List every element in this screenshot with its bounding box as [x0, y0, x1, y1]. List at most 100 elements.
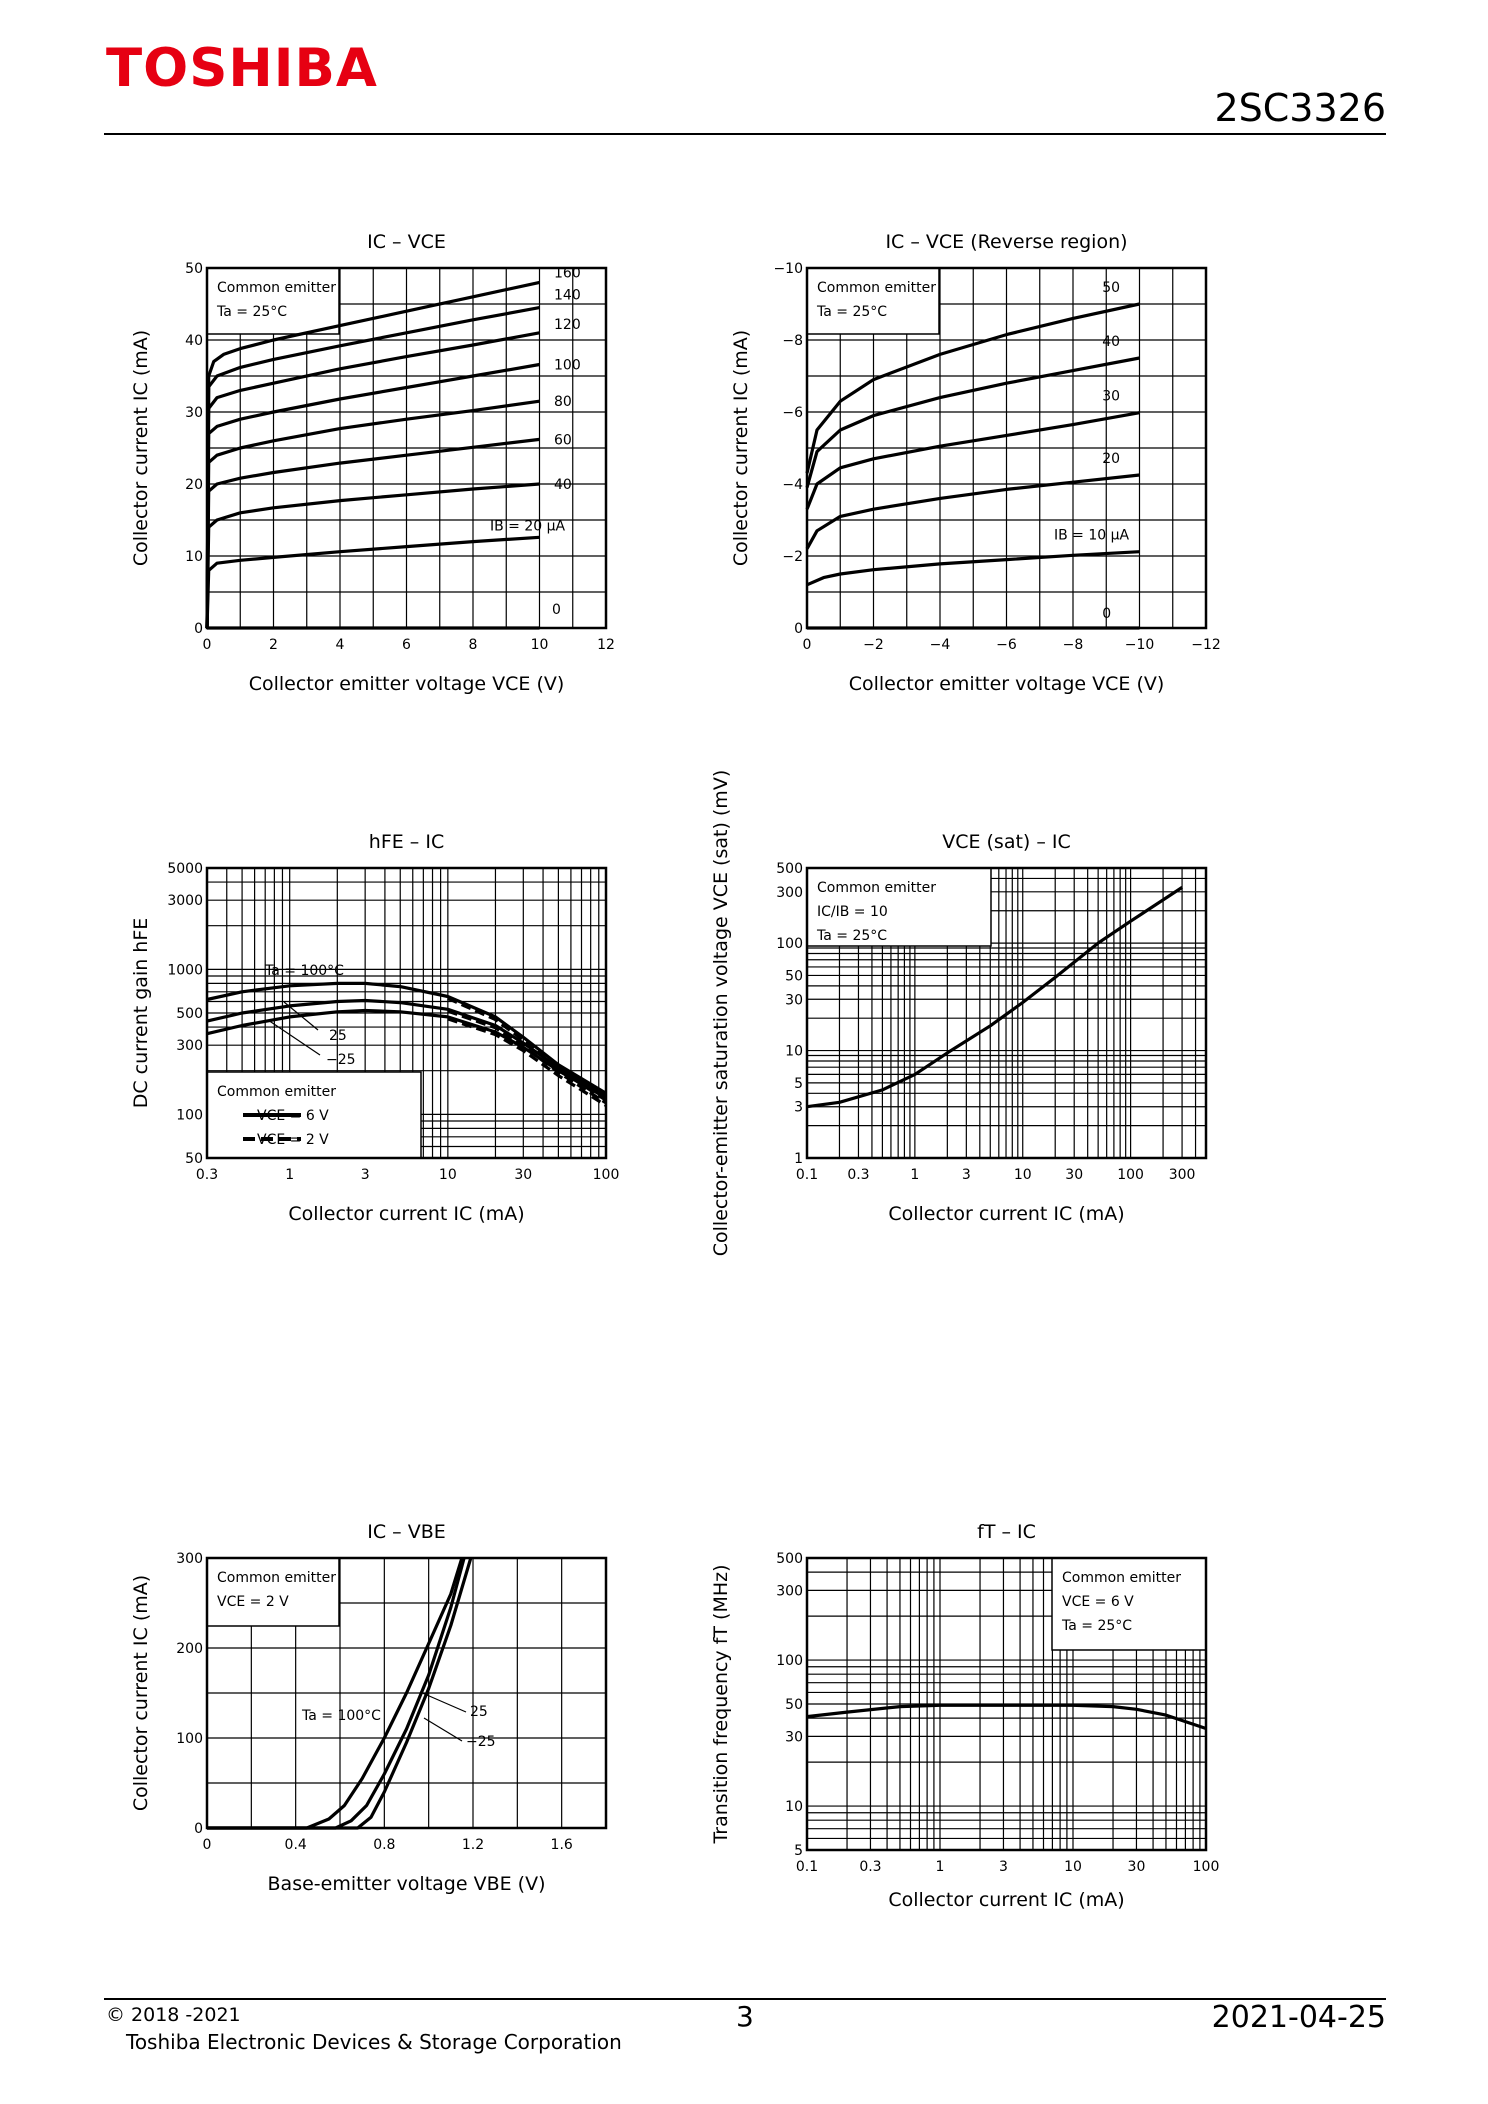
y-axis-label: Transition frequency fT (MHz)	[710, 1564, 732, 1844]
legend-box	[206, 1557, 340, 1627]
x-tick-label: 1.6	[551, 1837, 573, 1853]
x-tick-label: 30	[1128, 1859, 1146, 1875]
series-line	[806, 550, 1140, 587]
plot-frame	[205, 866, 608, 1160]
x-tick-label: 1	[910, 1167, 919, 1183]
leader-line	[283, 1001, 319, 1031]
chart-title: IC – VCE (Reverse region)	[885, 231, 1127, 253]
y-tick-label: 500	[176, 1006, 203, 1022]
y-tick-label: 0	[194, 621, 203, 637]
copyright: © 2018 -2021	[106, 2004, 241, 2026]
y-tick-label: 30	[185, 405, 203, 421]
y-tick-label: 500	[776, 861, 803, 877]
legend-box	[806, 267, 940, 335]
y-tick-label: 50	[185, 1151, 203, 1167]
x-tick-label: 1	[285, 1167, 294, 1183]
y-tick-label: 10	[185, 549, 203, 565]
x-tick-label: 3	[962, 1167, 971, 1183]
x-tick-label: 10	[1014, 1167, 1032, 1183]
legend-box	[206, 1071, 422, 1159]
x-tick-label: 0.3	[847, 1167, 869, 1183]
series-line	[447, 1017, 607, 1107]
x-axis-label: Collector current IC (mA)	[288, 1203, 524, 1225]
x-tick-label: 0.4	[285, 1837, 307, 1853]
y-tick-label: 3	[794, 1100, 803, 1116]
curve-label: 20	[1102, 451, 1120, 467]
curve-label: 40	[554, 477, 572, 493]
legend-entry: Ta = 25°C	[216, 304, 287, 320]
y-tick-label: 100	[176, 1107, 203, 1123]
series-line	[205, 280, 540, 629]
x-axis-label: Collector current IC (mA)	[888, 1203, 1124, 1225]
legend-entry: Common emitter	[217, 1570, 336, 1586]
x-tick-label: 6	[402, 637, 411, 653]
x-tick-label: 1	[936, 1859, 945, 1875]
curve-label: 120	[554, 317, 581, 333]
x-tick-label: 8	[469, 637, 478, 653]
x-tick-label: 0.8	[373, 1837, 395, 1853]
x-tick-label: 3	[361, 1167, 370, 1183]
series-line	[205, 306, 540, 629]
curve-label: Ta = 100°C	[301, 1708, 381, 1724]
y-tick-label: 40	[185, 333, 203, 349]
series-line	[805, 473, 1140, 550]
y-tick-label: 5	[794, 1843, 803, 1859]
curve-label: 0	[1102, 606, 1111, 622]
x-tick-label: −8	[1063, 637, 1084, 653]
series-line	[205, 331, 540, 629]
y-tick-label: 100	[776, 1653, 803, 1669]
series-line	[806, 1703, 1207, 1731]
legend-entry: Common emitter	[1062, 1570, 1181, 1586]
x-tick-label: 30	[1065, 1167, 1083, 1183]
x-tick-label: 100	[593, 1167, 620, 1183]
company-name: Toshiba Electronic Devices & Storage Cor…	[126, 2030, 622, 2054]
x-tick-label: 30	[514, 1167, 532, 1183]
legend-box	[206, 267, 340, 335]
chart-ft_ic: Common emitter VCE = 6 V Ta = 25°C 0.1 0.3 1 3…	[710, 1521, 1219, 1911]
y-tick-label: 20	[185, 477, 203, 493]
x-tick-label: 300	[1169, 1167, 1196, 1183]
y-tick-label: 3000	[167, 893, 203, 909]
toshiba-logo: TOSHIBA	[106, 38, 378, 99]
legend-entry: Common emitter	[217, 1084, 336, 1100]
y-tick-label: 300	[776, 885, 803, 901]
y-axis-label: Collector current IC (mA)	[130, 330, 152, 566]
chart-ic_vbe: Common emitter VCE = 2 V 0 0.4 0.8 1.2 1.6 0 100…	[130, 1521, 608, 1895]
curve-label: 160	[554, 265, 581, 281]
y-axis-label: Collector current IC (mA)	[130, 1575, 152, 1811]
plot-frame	[805, 1556, 1208, 1852]
curve-label: 60	[554, 432, 572, 448]
x-tick-label: −2	[863, 637, 884, 653]
y-tick-label: 500	[776, 1551, 803, 1567]
curve-label: 50	[1102, 280, 1120, 296]
x-tick-label: 10	[439, 1167, 457, 1183]
legend-entry: VCE = 2 V	[257, 1132, 329, 1148]
y-axis-label: Collector-emitter saturation voltage VCE…	[710, 770, 732, 1256]
y-axis-label: Collector current IC (mA)	[730, 330, 752, 566]
x-tick-label: −10	[1125, 637, 1155, 653]
y-tick-label: 5000	[167, 861, 203, 877]
series-line	[205, 535, 540, 629]
x-tick-label: 0.3	[196, 1167, 218, 1183]
chart-title: hFE – IC	[369, 831, 444, 853]
chart-title: fT – IC	[977, 1521, 1036, 1543]
x-tick-label: −6	[996, 637, 1017, 653]
series-line	[206, 981, 607, 1095]
series-line	[806, 886, 1183, 1109]
y-tick-label: 200	[176, 1641, 203, 1657]
x-tick-label: 0	[803, 637, 812, 653]
y-tick-label: 10	[785, 1044, 803, 1060]
chart-title: VCE (sat) – IC	[942, 831, 1071, 853]
series-line	[207, 1557, 466, 1830]
x-axis-label: Collector emitter voltage VCE (V)	[849, 673, 1165, 695]
x-tick-label: −12	[1191, 637, 1221, 653]
legend-entry: Ta = 25°C	[816, 928, 887, 944]
document-date: 2021-04-25	[1211, 2000, 1386, 2035]
x-tick-label: 12	[597, 637, 615, 653]
curve-label: 80	[554, 394, 572, 410]
footer-rule	[104, 1998, 1386, 2000]
curve-label: IB = 10 μA	[1054, 528, 1130, 544]
y-tick-label: −4	[782, 477, 803, 493]
